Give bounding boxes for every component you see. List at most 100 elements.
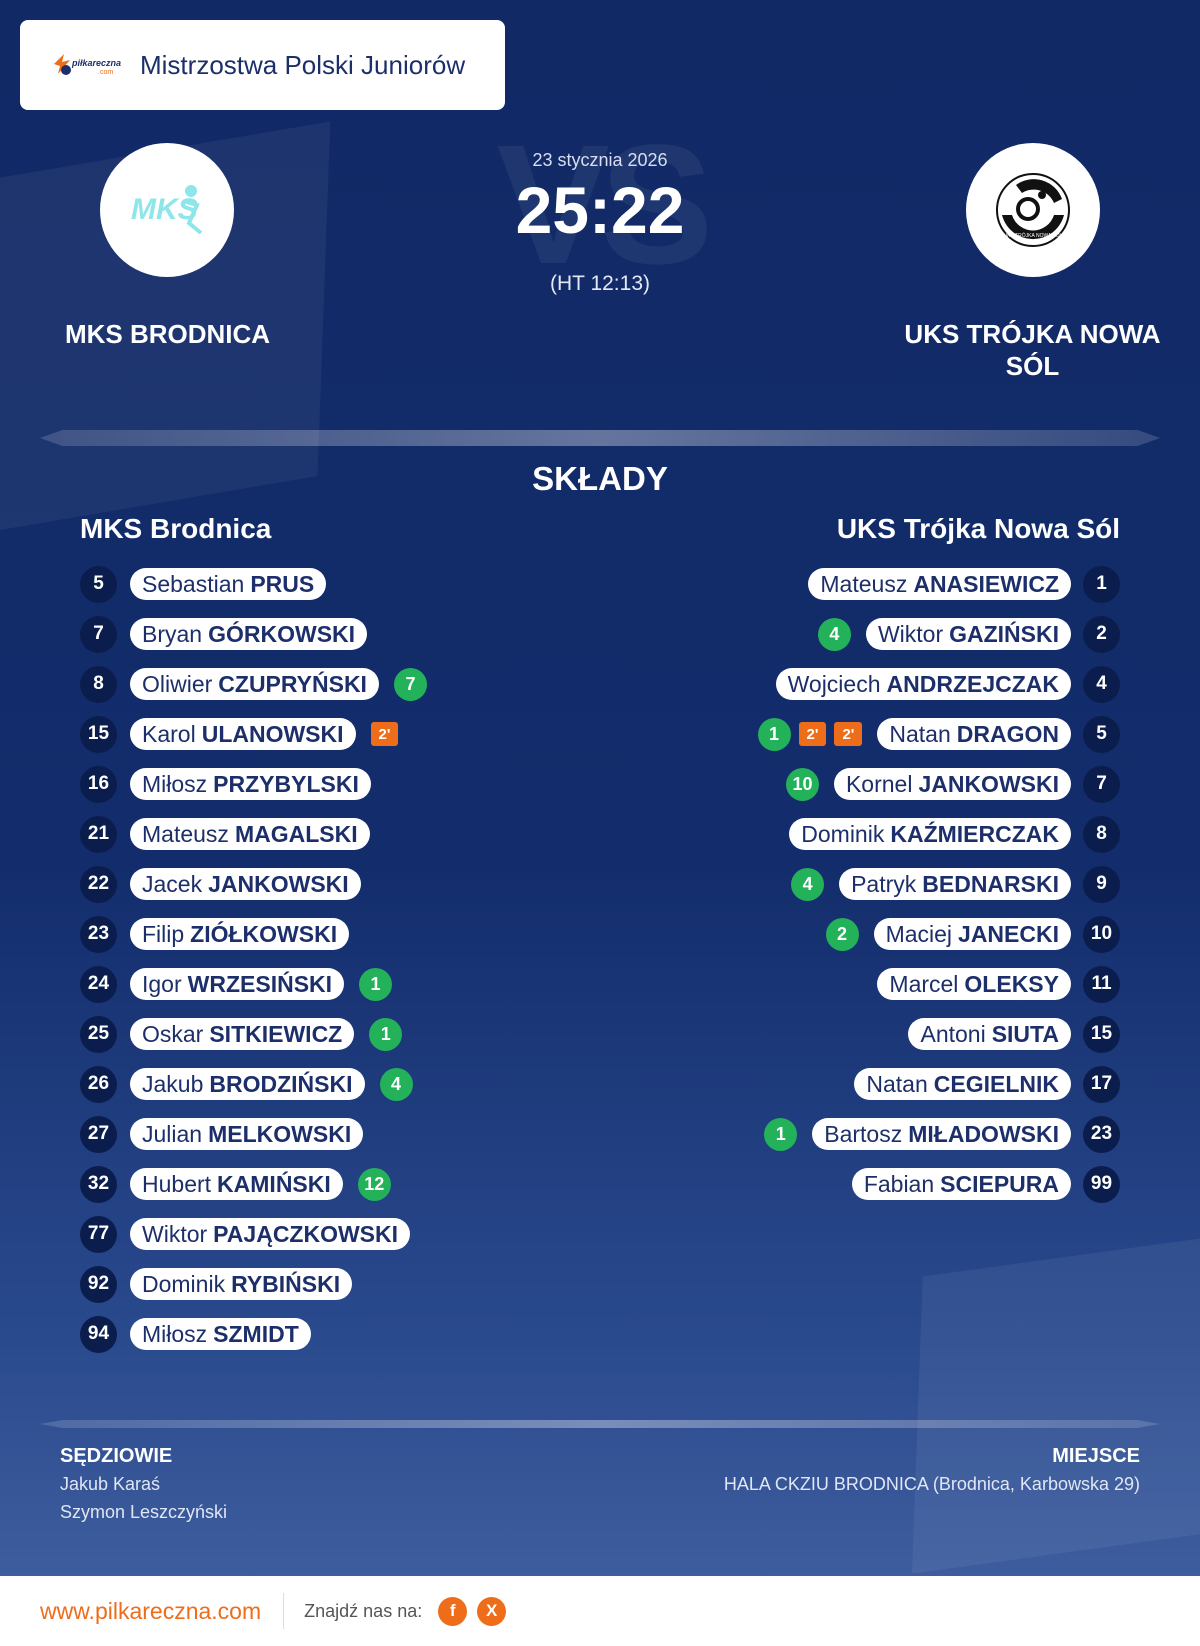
player-name: Dominik KAŹMIERCZAK (789, 818, 1071, 850)
player-number: 77 (80, 1215, 117, 1253)
player-last-name: SITKIEWICZ (209, 1020, 343, 1047)
facebook-icon[interactable]: f (438, 1596, 468, 1626)
player-row: Mateusz ANASIEWICZ 1 (758, 559, 1120, 609)
player-number: 32 (80, 1165, 117, 1203)
player-row: 24 Igor WRZESIŃSKI 1 (80, 959, 427, 1009)
player-first-name: Filip (142, 920, 185, 947)
player-number: 21 (80, 815, 117, 853)
player-name: Oskar SITKIEWICZ (130, 1018, 355, 1050)
divider (40, 430, 1160, 446)
player-number: 10 (1083, 915, 1120, 953)
player-row: 27 Julian MELKOWSKI (80, 1109, 427, 1159)
player-last-name: OLEKSY (964, 970, 1059, 997)
player-badges: 2' (370, 722, 399, 746)
player-last-name: CEGIELNIK (933, 1070, 1059, 1097)
player-last-name: KAŹMIERCZAK (890, 820, 1059, 847)
player-name: Karol ULANOWSKI (130, 718, 356, 750)
suspension-badge: 2' (834, 722, 863, 746)
player-first-name: Dominik (801, 820, 885, 847)
player-first-name: Wiktor (877, 620, 944, 647)
player-row: 21 Mateusz MAGALSKI (80, 809, 427, 859)
player-badges: 7 (393, 667, 427, 701)
player-name: Natan DRAGON (877, 718, 1071, 750)
away-logo-text: UKS TRÓJKA NOWA SÓL (1004, 232, 1063, 239)
player-name: Jakub BRODZIŃSKI (130, 1068, 365, 1100)
goals-badge: 2 (825, 917, 859, 951)
goals-badge: 1 (369, 1017, 403, 1051)
footer-separator (283, 1593, 285, 1629)
player-badges: 12 (357, 1167, 391, 1201)
player-row: Dominik KAŹMIERCZAK 8 (758, 809, 1120, 859)
player-first-name: Mateusz (820, 570, 908, 597)
player-last-name: KAMIŃSKI (217, 1170, 331, 1197)
player-last-name: JANKOWSKI (208, 870, 349, 897)
player-last-name: PAJĄCZKOWSKI (213, 1220, 399, 1247)
home-roster: 5 Sebastian PRUS 7 Bryan GÓRKOWSKI 8 Oliwier CZU… (80, 559, 427, 1359)
match-date: 23 stycznia 2026 (532, 150, 668, 170)
player-number: 99 (1083, 1165, 1120, 1203)
player-row: Marcel OLEKSY 11 (758, 959, 1120, 1009)
venue-title: MIEJSCE (1052, 1445, 1140, 1467)
player-row: 1 2' 2' Natan DRAGON 5 (757, 709, 1120, 759)
player-name: Patryk BEDNARSKI (839, 868, 1071, 900)
player-number: 22 (80, 865, 117, 903)
venue-text: HALA CKZIU BRODNICA (Brodnica, Karbowska… (723, 1474, 1140, 1494)
player-first-name: Natan (866, 1070, 928, 1097)
player-badges: 4 (791, 867, 825, 901)
referees-title: SĘDZIOWIE (60, 1445, 173, 1467)
player-badges: 1 (764, 1117, 798, 1151)
competition-header: piłkareczna .com Mistrzostwa Polski Juni… (20, 20, 505, 110)
player-row: 77 Wiktor PAJĄCZKOWSKI (80, 1209, 427, 1259)
player-last-name: ANASIEWICZ (913, 570, 1059, 597)
player-name: Oliwier CZUPRYŃSKI (130, 668, 379, 700)
player-number: 16 (80, 765, 117, 803)
player-badges: 1 (369, 1017, 403, 1051)
player-name: Bartosz MIŁADOWSKI (812, 1118, 1071, 1150)
away-roster-title: UKS Trójka Nowa Sól (836, 513, 1120, 544)
player-name: Kornel JANKOWSKI (833, 768, 1071, 800)
player-number: 23 (1083, 1115, 1120, 1153)
player-number: 23 (80, 915, 117, 953)
player-row: 1 Bartosz MIŁADOWSKI 23 (758, 1109, 1120, 1159)
player-row: 22 Jacek JANKOWSKI (80, 859, 427, 909)
logo-text: piłkareczna (71, 58, 121, 68)
footer: www.pilkareczna.com Znajdź nas na: f X (0, 1576, 1200, 1646)
player-last-name: PRUS (250, 570, 315, 597)
website-link[interactable]: www.pilkareczna.com (40, 1597, 262, 1624)
x-icon[interactable]: X (477, 1596, 507, 1626)
player-number: 24 (80, 965, 117, 1003)
player-last-name: MAGALSKI (234, 820, 358, 847)
player-badges: 4 (379, 1067, 413, 1101)
player-row: 32 Hubert KAMIŃSKI 12 (80, 1159, 427, 1209)
player-row: 26 Jakub BRODZIŃSKI 4 (80, 1059, 427, 1109)
player-name: Dominik RYBIŃSKI (130, 1268, 353, 1300)
player-first-name: Wojciech (787, 670, 881, 697)
player-row: 23 Filip ZIÓŁKOWSKI (80, 909, 427, 959)
player-row: 15 Karol ULANOWSKI 2' (80, 709, 427, 759)
player-row: 10 Kornel JANKOWSKI 7 (758, 759, 1120, 809)
player-name: Jacek JANKOWSKI (130, 868, 361, 900)
player-last-name: PRZYBYLSKI (213, 770, 359, 797)
player-name: Miłosz PRZYBYLSKI (130, 768, 371, 800)
home-logo-text: MKS (131, 193, 198, 226)
player-first-name: Antoni (920, 1020, 986, 1047)
player-first-name: Julian (142, 1120, 203, 1147)
player-last-name: ANDRZEJCZAK (886, 670, 1060, 697)
logo-subtext: .com (98, 69, 113, 76)
background-shape (912, 1226, 1200, 1574)
player-row: 92 Dominik RYBIŃSKI (80, 1259, 427, 1309)
player-last-name: SZMIDT (213, 1320, 299, 1347)
player-row: 5 Sebastian PRUS (80, 559, 427, 609)
player-number: 1 (1083, 565, 1120, 603)
player-number: 26 (80, 1065, 117, 1103)
player-number: 15 (1083, 1015, 1120, 1053)
player-last-name: JANECKI (958, 920, 1059, 947)
player-first-name: Jacek (142, 870, 203, 897)
player-first-name: Miłosz (142, 1320, 208, 1347)
goals-badge: 10 (785, 767, 819, 801)
player-number: 17 (1083, 1065, 1120, 1103)
final-score: 25:22 (515, 173, 685, 247)
player-first-name: Kornel (845, 770, 913, 797)
player-number: 7 (1083, 765, 1120, 803)
player-number: 5 (80, 565, 117, 603)
